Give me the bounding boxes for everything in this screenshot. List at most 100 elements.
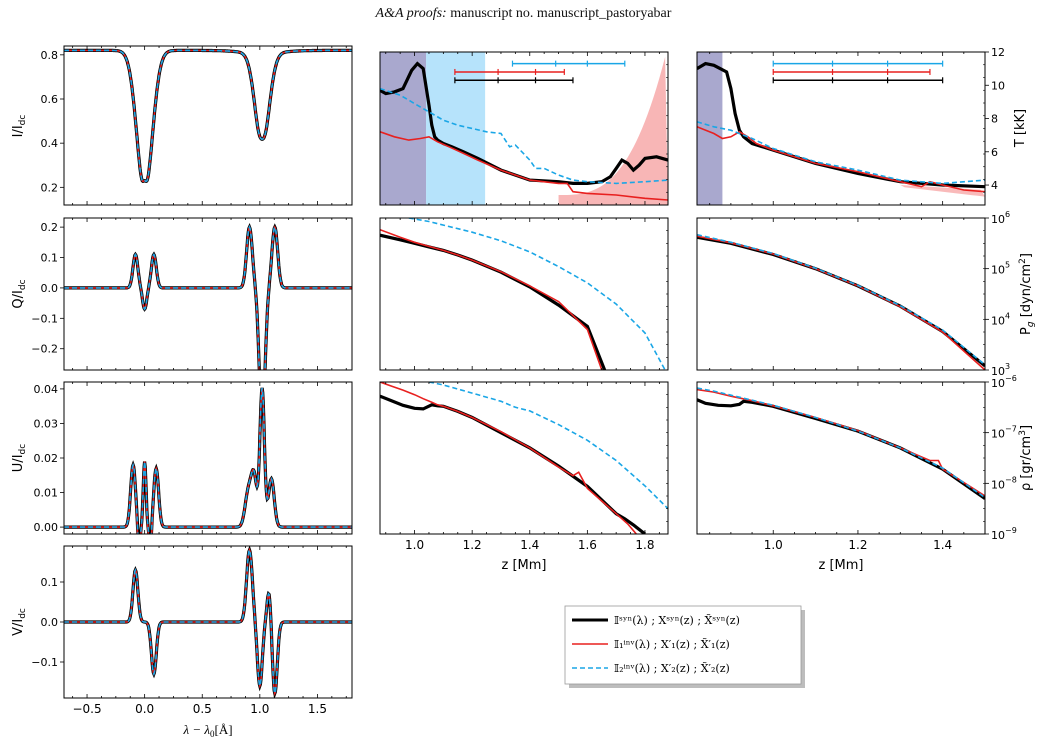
line-inv2 — [64, 49, 352, 183]
panel-P_mid — [379, 217, 669, 371]
y-tick-label: −0.1 — [31, 656, 58, 669]
y-tick-label: 10−7 — [991, 425, 1017, 441]
uncertainty-band — [900, 185, 985, 197]
y-tick-label: 0.00 — [34, 521, 59, 534]
y-axis-label-T: T [kK] — [1013, 109, 1028, 148]
plot-area — [697, 233, 985, 370]
x-tick-label: 1.5 — [308, 702, 327, 716]
series-inv1 — [697, 126, 985, 193]
y-tick-label: 10−6 — [991, 374, 1017, 390]
journal-name: A&A proofs: — [375, 6, 447, 21]
plot-area — [64, 48, 352, 184]
y-tick-label: 0.1 — [41, 576, 59, 589]
line-inv1 — [64, 49, 352, 183]
y-tick-label: 10−9 — [991, 526, 1017, 542]
uncertainty-band — [558, 56, 668, 205]
plot-area — [697, 52, 985, 205]
series-syn — [380, 394, 646, 534]
panel-rho_mid: 1.0 1.2 1.4 1.6 1.8 — [379, 381, 669, 552]
line-inv1 — [64, 225, 352, 370]
plot-area — [380, 218, 666, 370]
y-axis-label-V: V/Idc — [11, 608, 28, 636]
y-axis-label-rho: ρ [gr/cm3] — [1018, 425, 1034, 491]
y-axis-label-U: U/Idc — [11, 444, 28, 472]
x-tick-label: 1.2 — [463, 538, 482, 552]
legend-label-inv1: 𝕀₁ⁱⁿᵛ(λ) ; X′₁(z) ; X̃′₁(z) — [614, 638, 730, 651]
line-inv2 — [64, 225, 352, 370]
y-tick-label: 0.2 — [41, 221, 59, 234]
x-axis-label-z-right: z [Mm] — [819, 558, 864, 573]
legend: 𝕀ˢʸⁿ(λ) ; Xˢʸⁿ(z) ; X̃ˢʸⁿ(z) 𝕀₁ⁱⁿᵛ(λ) ; X… — [564, 605, 805, 688]
line-syn — [64, 387, 352, 534]
page-header: A&A proofs: manuscript no. manuscript_pa… — [0, 6, 1047, 22]
y-axis-label-I: I/Idc — [11, 115, 28, 138]
y-tick-exponent: −9 — [1005, 526, 1017, 535]
series-inv1 — [380, 228, 603, 370]
panel-T_mid — [379, 51, 669, 206]
y-tick-label: 0.2 — [41, 181, 59, 194]
panel-U: 0.00 0.01 0.02 0.03 0.04 — [34, 381, 353, 535]
x-tick-label: 1.6 — [578, 538, 597, 552]
panel-Q: −0.2 −0.1 0.0 0.1 0.2 — [31, 217, 353, 371]
y-tick-label: 10 — [991, 79, 1005, 92]
y-tick-label: −0.2 — [31, 343, 58, 356]
y-axis-label-P: Pg [dyn/cm2] — [1018, 253, 1036, 335]
y-tick-exponent: 5 — [1005, 261, 1010, 270]
x-tick-label: 1.0 — [405, 538, 424, 552]
plot-area — [64, 222, 352, 370]
axes-frame — [696, 217, 986, 371]
y-tick-exponent: 3 — [1005, 362, 1010, 371]
x-tick-label: 1.8 — [635, 538, 654, 552]
y-tick-label: 4 — [991, 179, 998, 192]
plot-area — [697, 387, 985, 500]
shaded-band-1 — [426, 52, 486, 205]
axes-frame — [63, 381, 353, 535]
panel-T_right: 4 6 8 10 12 — [696, 46, 1005, 206]
x-tick-label: 0.5 — [193, 702, 212, 716]
y-tick-label: 0.6 — [41, 93, 59, 106]
plot-area — [64, 546, 352, 698]
series-inv2 — [697, 387, 985, 499]
y-tick-label: 0.0 — [41, 282, 59, 295]
plot-area — [380, 382, 668, 534]
axes-frame — [379, 217, 669, 371]
series-syn — [697, 398, 985, 500]
x-tick-label: 0.0 — [135, 702, 154, 716]
axes-frame — [63, 217, 353, 371]
y-tick-label: 0.03 — [34, 417, 59, 430]
x-tick-label: 1.0 — [764, 538, 783, 552]
x-tick-label: 1.4 — [933, 538, 952, 552]
x-tick-label: 1.4 — [520, 538, 539, 552]
y-tick-exponent: −6 — [1005, 374, 1017, 383]
panel-V: −0.5 0.0 0.5 1.0 1.5 −0.1 0.0 0.1 — [31, 545, 353, 716]
y-tick-label: 12 — [991, 46, 1005, 59]
series-inv2 — [697, 233, 985, 366]
y-tick-label: 0.8 — [41, 49, 59, 62]
x-tick-label: −0.5 — [72, 702, 101, 716]
y-axis-label-Q: Q/Idc — [11, 279, 28, 308]
series-inv1 — [380, 131, 668, 201]
series-inv2 — [380, 87, 668, 185]
series-inv2 — [428, 382, 668, 510]
series-syn — [697, 235, 985, 368]
y-tick-label: −0.1 — [31, 312, 58, 325]
y-tick-label: 0.02 — [34, 452, 59, 465]
y-tick-label: 8 — [991, 113, 998, 126]
series-inv2 — [697, 121, 985, 185]
legend-label-inv2: 𝕀₂ⁱⁿᵛ(λ) ; X′₂(z) ; X̃′₂(z) — [614, 662, 730, 675]
shaded-band-0 — [380, 52, 427, 205]
y-tick-label: 10−8 — [991, 475, 1017, 491]
y-tick-exponent: −8 — [1005, 475, 1017, 484]
line-syn — [64, 222, 352, 370]
x-axis-label-wavelength: λ − λ0[Å] — [182, 722, 232, 739]
manuscript-id: manuscript no. manuscript_pastoryabar — [450, 6, 672, 21]
y-tick-label: 0.01 — [34, 487, 59, 500]
y-tick-label: 0.1 — [41, 252, 59, 265]
y-tick-label: 0.0 — [41, 616, 59, 629]
axes-frame — [63, 45, 353, 206]
y-tick-label: 106 — [991, 210, 1010, 226]
y-tick-label: 105 — [991, 261, 1010, 277]
y-tick-label: 6 — [991, 146, 998, 159]
